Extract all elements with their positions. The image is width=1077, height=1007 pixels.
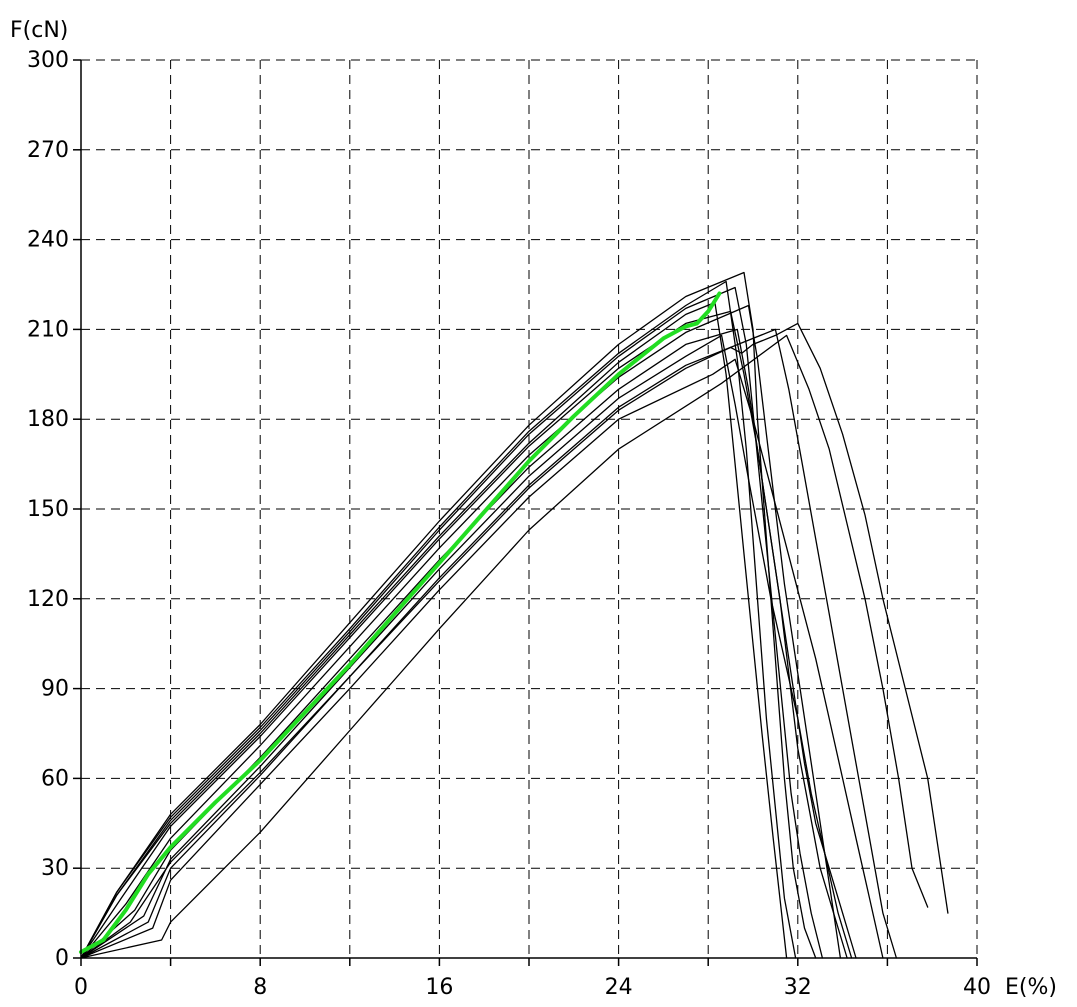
y-tick-label: 180 bbox=[27, 407, 69, 432]
x-tick-label: 0 bbox=[74, 975, 88, 1000]
y-tick-label: 0 bbox=[55, 946, 69, 971]
x-axis-title: E(%) bbox=[1005, 975, 1057, 1000]
y-tick-label: 270 bbox=[27, 138, 69, 163]
series-line-test-12 bbox=[80, 322, 949, 959]
y-tick-label: 60 bbox=[41, 766, 69, 791]
x-tick-label: 32 bbox=[784, 975, 812, 1000]
series-line-test-7 bbox=[80, 328, 857, 959]
y-tick-label: 30 bbox=[41, 856, 69, 881]
series-line-test-3 bbox=[80, 286, 824, 959]
x-tick-label: 16 bbox=[425, 975, 453, 1000]
axes bbox=[73, 59, 978, 966]
x-tick-label: 40 bbox=[963, 975, 991, 1000]
series-line-test-2 bbox=[80, 280, 797, 959]
series-line-test-11 bbox=[80, 334, 929, 959]
y-tick-label: 210 bbox=[27, 317, 69, 342]
y-tick-label: 120 bbox=[27, 587, 69, 612]
series-line-test-1 bbox=[80, 271, 817, 959]
y-axis-title: F(cN) bbox=[10, 18, 68, 43]
series-line-test-9 bbox=[80, 328, 898, 959]
series-line-test-5 bbox=[80, 310, 848, 959]
x-tick-label: 24 bbox=[605, 975, 633, 1000]
series-line-test-4 bbox=[80, 301, 788, 959]
series-line-test-10 bbox=[80, 358, 884, 959]
tick-labels: 0 30 60 90 120 150 180 210 240 270 300 0 8 16 24 32 40 F(… bbox=[10, 18, 1057, 1000]
grid-lines bbox=[81, 59, 978, 958]
x-tick-label: 8 bbox=[253, 975, 267, 1000]
y-tick-label: 240 bbox=[27, 228, 69, 253]
series-layer bbox=[79, 271, 949, 959]
series-line-test-8 bbox=[80, 334, 853, 959]
series-line-average bbox=[79, 291, 722, 954]
y-tick-label: 300 bbox=[27, 48, 69, 73]
y-tick-label: 90 bbox=[41, 677, 69, 702]
series-line-test-6 bbox=[80, 304, 842, 959]
y-tick-label: 150 bbox=[27, 497, 69, 522]
